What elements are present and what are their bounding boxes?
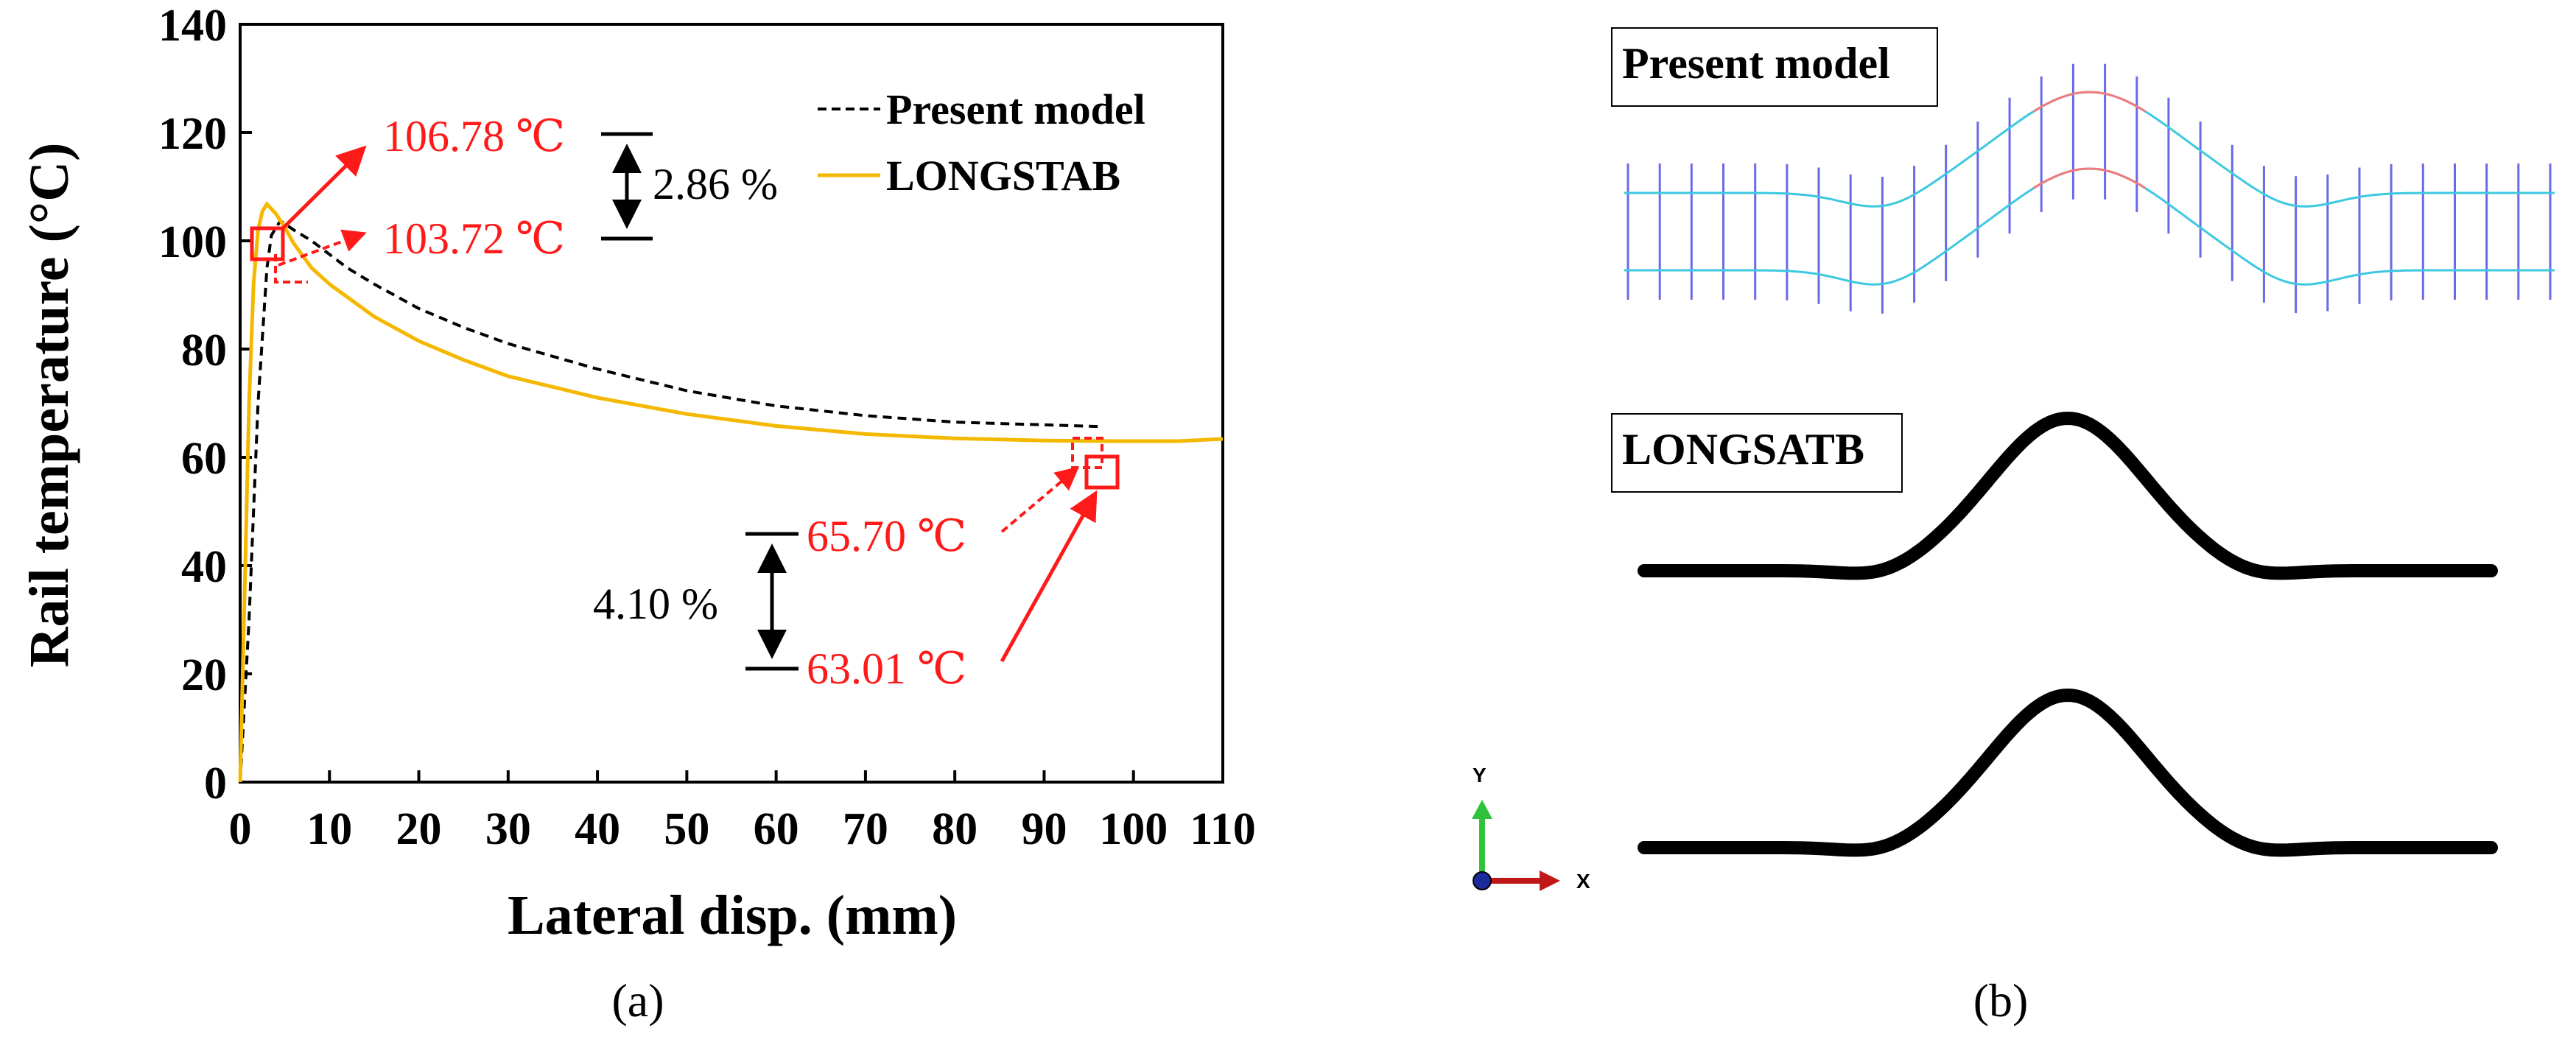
end-arrow-longstab	[1000, 490, 1098, 663]
x-tick-label: 20	[396, 804, 442, 854]
x-tick-label: 70	[843, 804, 888, 854]
peak-marker-longstab	[250, 226, 285, 261]
x-tick-label: 50	[664, 804, 709, 854]
end-marker-longstab	[1084, 454, 1120, 490]
legend-label-present-model: Present model	[886, 85, 1145, 133]
x-tick-label: 80	[932, 804, 978, 854]
longstab-rail-top	[1638, 412, 2498, 580]
triad-x-arrowhead	[1540, 870, 1560, 891]
x-tick-label: 30	[485, 804, 531, 854]
y-tick-label: 80	[181, 326, 227, 376]
present-model-label: Present model	[1622, 39, 1890, 88]
mesh-rail-bottom	[1624, 167, 2555, 286]
triad-y-arrowhead	[1472, 800, 1492, 819]
panel-b-shapes: Present model LONGSATB Y X (b)	[1472, 27, 2555, 1027]
peak-label-longstab: 106.78 ℃	[383, 112, 565, 161]
x-tick-label: 60	[754, 804, 799, 854]
caption-b: (b)	[1973, 974, 2029, 1027]
y-tick-label: 0	[204, 759, 227, 809]
end-arrow-present-model	[1000, 466, 1080, 533]
peak-label-present-model: 103.72 ℃	[383, 214, 565, 263]
x-tick-label: 40	[575, 804, 620, 854]
y-tick-label: 40	[181, 542, 227, 592]
axis-triad: Y X	[1472, 764, 1590, 893]
x-tick-label: 0	[229, 804, 252, 854]
triad-x-label: X	[1576, 870, 1590, 893]
peak-diff-label: 2.86 %	[653, 160, 778, 208]
mesh-rail-bottom-peak	[2032, 167, 2147, 189]
present-model-label-box	[1611, 27, 1938, 107]
longstab-label: LONGSATB	[1622, 425, 1864, 474]
longstab-rail-bottom	[1638, 689, 2498, 857]
x-tick-label: 110	[1190, 804, 1256, 854]
x-axis-label: Lateral disp. (mm)	[508, 884, 957, 946]
x-tick-label: 100	[1099, 804, 1168, 854]
triad-origin	[1473, 871, 1492, 890]
peak-arrow-present-model	[278, 229, 367, 267]
y-tick-label: 140	[158, 1, 227, 51]
series-line-present-model	[239, 218, 1098, 783]
caption-a: (a)	[611, 974, 664, 1027]
legend-label-longstab: LONGSTAB	[886, 152, 1120, 200]
mesh-rail-top	[1624, 91, 2555, 208]
peak-annotation: 106.78 ℃ 103.72 ℃ 2.86 %	[250, 112, 778, 284]
x-tick-label: 90	[1021, 804, 1067, 854]
y-axis-label: Rail temperature (°C)	[18, 143, 80, 668]
y-tick-label: 60	[181, 434, 227, 484]
end-diff-label: 4.10 %	[593, 580, 718, 628]
y-axis-ticks: 0 20 40 60 80 100 120 140	[158, 1, 252, 809]
y-tick-label: 100	[158, 217, 227, 267]
panel-a-chart: 0 20 40 60 80 100 120 140 0 10 20 30 40 50 60 70 80 90 10…	[18, 1, 1256, 1027]
x-axis-ticks: 0 10 20 30 40 50 60 70 80 90 100 110	[229, 770, 1256, 854]
peak-arrow-longstab	[281, 145, 367, 230]
mesh-rail-top-peak	[2032, 91, 2147, 113]
end-label-present-model: 65.70 ℃	[807, 512, 966, 560]
y-tick-label: 120	[158, 109, 227, 159]
triad-y-label: Y	[1473, 764, 1487, 787]
end-annotation: 65.70 ℃ 63.01 ℃ 4.10 %	[593, 437, 1120, 693]
longstab-label-box	[1611, 413, 1903, 493]
x-tick-label: 10	[306, 804, 352, 854]
peak-marker-present-model	[274, 254, 308, 284]
legend: Present model LONGSTAB	[818, 85, 1145, 200]
end-label-longstab: 63.01 ℃	[807, 644, 966, 693]
y-tick-label: 20	[181, 650, 227, 700]
mesh-sleepers	[1626, 63, 2552, 314]
plot-frame	[239, 23, 1224, 784]
